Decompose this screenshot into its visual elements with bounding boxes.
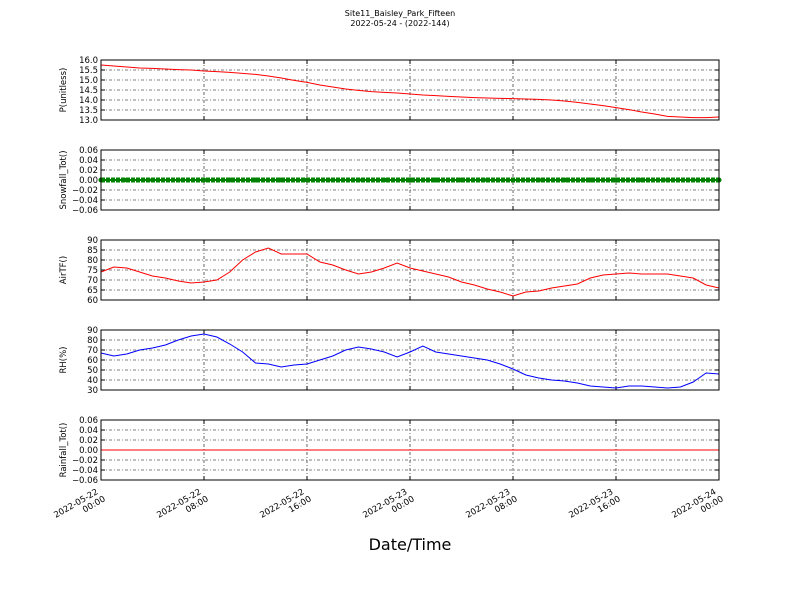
data-line: [100, 64, 720, 119]
plot-frame: [100, 149, 720, 211]
y-tick-label: 0.04: [79, 426, 98, 436]
y-tick-label: 65: [87, 286, 98, 296]
x-tick-label: 2022-05-22 08:00: [155, 486, 210, 529]
y-tick-label: 90: [87, 236, 98, 246]
y-tick-label: 16.0: [79, 56, 98, 66]
chart-subtitle: 2022-05-24 - (2022-144): [350, 19, 449, 28]
y-tick-label: 80: [87, 256, 98, 266]
y-tick-label: 14.5: [79, 86, 98, 96]
x-axis-label: Date/Time: [369, 535, 452, 554]
x-tick-label: 2022-05-23 08:00: [464, 486, 519, 529]
plot-frame: [100, 419, 720, 481]
y-tick-label: 80: [87, 336, 98, 346]
y-tick-label: 0.02: [79, 436, 98, 446]
y-tick-label: −0.02: [72, 456, 98, 466]
y-tick-label: 0.00: [79, 176, 98, 186]
plot-frame: [100, 59, 720, 121]
y-axis-label: P(unitless): [59, 68, 69, 113]
y-axis-label: Rainfall_Tot(): [59, 423, 69, 478]
y-tick-label: 15.0: [79, 76, 98, 86]
y-tick-label: −0.06: [72, 476, 98, 486]
plot-frame: [100, 329, 720, 391]
y-tick-label: 75: [87, 266, 98, 276]
x-tick-label: 2022-05-22 00:00: [52, 486, 107, 529]
y-tick-label: 90: [87, 326, 98, 336]
y-tick-label: 0.06: [79, 416, 98, 426]
y-tick-label: 70: [87, 346, 98, 356]
y-tick-label: 70: [87, 276, 98, 286]
y-tick-label: −0.04: [72, 466, 98, 476]
y-tick-label: 40: [87, 376, 98, 386]
x-tick-label: 2022-05-23 00:00: [361, 486, 416, 529]
y-tick-label: 60: [87, 296, 98, 306]
y-tick-label: 15.5: [79, 66, 98, 76]
x-tick-label: 2022-05-23 16:00: [567, 486, 622, 529]
y-tick-label: −0.04: [72, 196, 98, 206]
chart-title: Site11_Baisley_Park_Fifteen: [345, 9, 455, 18]
y-tick-label: 0.02: [79, 166, 98, 176]
y-tick-label: 30: [87, 386, 98, 396]
data-line: [100, 247, 720, 297]
y-tick-label: 60: [87, 356, 98, 366]
y-tick-label: −0.06: [72, 206, 98, 216]
y-tick-label: 13.0: [79, 116, 98, 126]
x-tick-label: 2022-05-24 00:00: [670, 486, 725, 529]
y-axis-label: AirTF(): [59, 256, 69, 284]
y-tick-label: 50: [87, 366, 98, 376]
y-tick-label: 0.04: [79, 156, 98, 166]
y-tick-label: 14.0: [79, 96, 98, 106]
plot-frame: [100, 239, 720, 301]
y-tick-label: 85: [87, 246, 98, 256]
y-tick-label: 0.06: [79, 146, 98, 156]
y-tick-label: 13.5: [79, 106, 98, 116]
y-axis-label: RH(%): [59, 346, 69, 373]
y-tick-label: −0.02: [72, 186, 98, 196]
data-line: [100, 333, 720, 389]
y-tick-label: 0.00: [79, 446, 98, 456]
y-axis-label: Snowfall_Tot(): [59, 150, 69, 209]
x-tick-label: 2022-05-22 16:00: [258, 486, 313, 529]
